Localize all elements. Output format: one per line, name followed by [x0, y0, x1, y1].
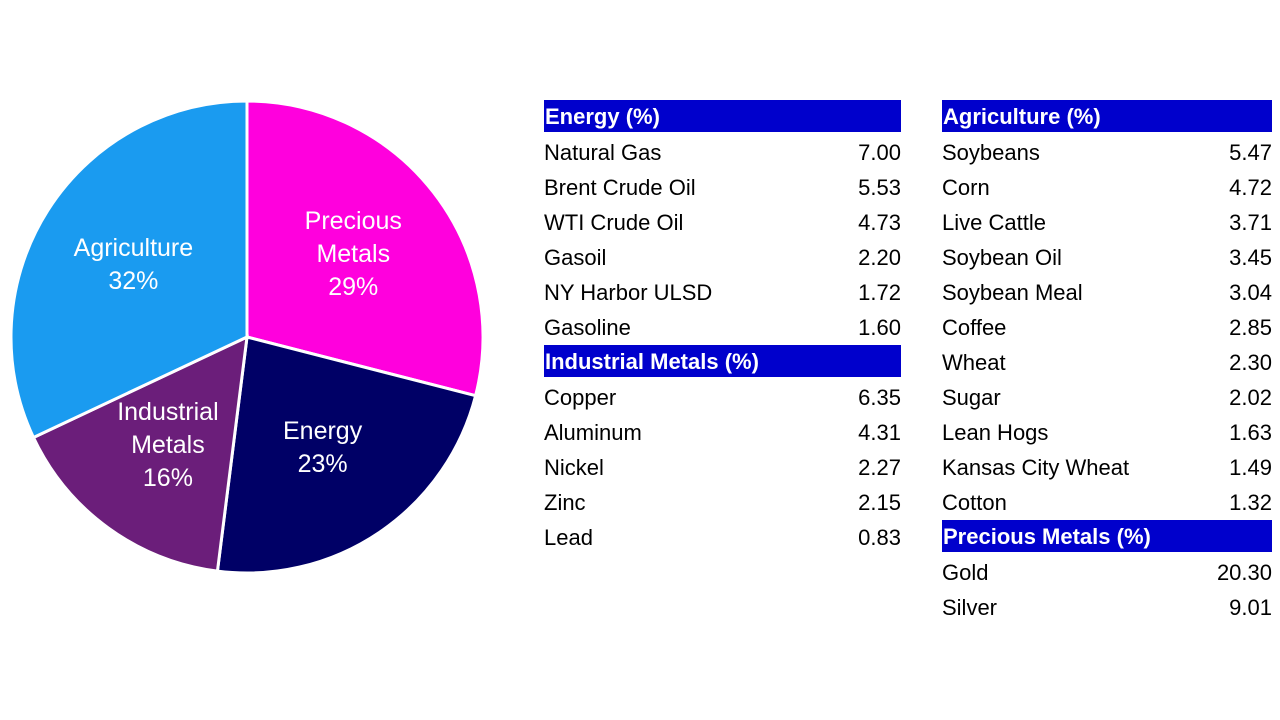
commodity-name: Sugar — [942, 385, 1001, 410]
commodity-name: Coffee — [942, 315, 1007, 340]
commodity-name: Natural Gas — [544, 140, 662, 165]
commodity-name: Live Cattle — [942, 210, 1046, 235]
table-column: Energy (%) Natural Gas 7.00 Brent Crude Oil… — [544, 100, 901, 555]
pie-slice — [9, 99, 249, 440]
category-label: Agriculture — [73, 233, 194, 262]
weight-value: 3.45 — [1229, 245, 1272, 270]
weight-value: 4.31 — [858, 420, 901, 445]
weight-value: 3.71 — [1229, 210, 1272, 235]
pie-chart — [9, 99, 485, 575]
table-row: NY Harbor ULSD 1.72 — [544, 275, 901, 310]
commodity-name: Gasoil — [544, 245, 607, 270]
commodity-name: Gold — [942, 560, 989, 585]
commodity-name: Zinc — [544, 490, 586, 515]
weight-value: 2.20 — [858, 245, 901, 270]
table-row: Soybeans 5.47 — [942, 135, 1272, 170]
weight-value: 5.53 — [858, 175, 901, 200]
weight-value: 2.15 — [858, 490, 901, 515]
commodity-name: Lead — [544, 525, 593, 550]
weight-value: 1.72 — [858, 280, 901, 305]
weight-value: 0.83 — [858, 525, 901, 550]
weight-value: 4.73 — [858, 210, 901, 235]
weight-value: 9.01 — [1229, 595, 1272, 620]
commodity-name: Silver — [942, 595, 998, 620]
commodity-name: Gasoline — [544, 315, 631, 340]
weight-value: 2.85 — [1229, 315, 1272, 340]
section-header: Agriculture (%) — [942, 100, 1272, 132]
weight-value: 6.35 — [858, 385, 901, 410]
category-label: Energy — [283, 417, 363, 446]
weight-value: 3.04 — [1229, 280, 1272, 305]
commodity-name: WTI Crude Oil — [544, 210, 684, 235]
table-row: Soybean Oil 3.45 — [942, 240, 1272, 275]
weight-value: 1.49 — [1229, 455, 1272, 480]
pie-slice — [215, 335, 478, 575]
value-label: 23% — [297, 450, 348, 479]
commodity-name: Brent Crude Oil — [544, 175, 696, 200]
table-row: Gold 20.30 — [942, 555, 1272, 590]
slice-label: Energy 23% — [248, 415, 398, 481]
table-row: Coffee 2.85 — [942, 310, 1272, 345]
table-row: Soybean Meal 3.04 — [942, 275, 1272, 310]
weight-value: 1.63 — [1229, 420, 1272, 445]
slice-label: Precious Metals 29% — [278, 205, 428, 304]
table-row: Gasoline 1.60 — [544, 310, 901, 345]
commodity-name: Nickel — [544, 455, 604, 480]
weight-value: 7.00 — [858, 140, 901, 165]
table-row: Cotton 1.32 — [942, 485, 1272, 520]
weight-value: 1.60 — [858, 315, 901, 340]
commodity-name: Kansas City Wheat — [942, 455, 1130, 480]
value-label: 32% — [108, 266, 159, 295]
table-row: Lean Hogs 1.63 — [942, 415, 1272, 450]
commodity-name: Soybeans — [942, 140, 1040, 165]
slice-label: Agriculture 32% — [58, 232, 208, 298]
table-row: Wheat 2.30 — [942, 345, 1272, 380]
value-label: 16% — [142, 464, 193, 493]
table-column: Agriculture (%) Soybeans 5.47 Corn 4.72 Live … — [942, 100, 1272, 625]
section-header: Industrial Metals (%) — [544, 345, 901, 377]
table-row: Copper 6.35 — [544, 380, 901, 415]
weight-value: 4.72 — [1229, 175, 1272, 200]
value-label: 29% — [328, 273, 379, 302]
category-label: Precious Metals — [304, 207, 402, 269]
commodity-name: Soybean Meal — [942, 280, 1083, 305]
table-row: Zinc 2.15 — [544, 485, 901, 520]
category-label: Industrial Metals — [117, 398, 219, 460]
commodity-name: Aluminum — [544, 420, 642, 445]
table-row: WTI Crude Oil 4.73 — [544, 205, 901, 240]
table-row: Aluminum 4.31 — [544, 415, 901, 450]
commodity-name: Copper — [544, 385, 617, 410]
commodity-name: NY Harbor ULSD — [544, 280, 713, 305]
table-row: Lead 0.83 — [544, 520, 901, 555]
weight-value: 2.02 — [1229, 385, 1272, 410]
table-row: Silver 9.01 — [942, 590, 1272, 625]
commodity-name: Corn — [942, 175, 990, 200]
table-row: Sugar 2.02 — [942, 380, 1272, 415]
pie-slice — [245, 99, 485, 398]
section-header: Energy (%) — [544, 100, 901, 132]
weight-value: 2.30 — [1229, 350, 1272, 375]
table-row: Kansas City Wheat 1.49 — [942, 450, 1272, 485]
pie-slice — [31, 334, 249, 573]
weight-value: 1.32 — [1229, 490, 1272, 515]
weight-value: 2.27 — [858, 455, 901, 480]
weight-value: 5.47 — [1229, 140, 1272, 165]
table-row: Nickel 2.27 — [544, 450, 901, 485]
weight-value: 20.30 — [1216, 560, 1272, 585]
section-header: Precious Metals (%) — [942, 520, 1272, 552]
table-row: Natural Gas 7.00 — [544, 135, 901, 170]
commodity-name: Cotton — [942, 490, 1007, 515]
table-row: Brent Crude Oil 5.53 — [544, 170, 901, 205]
table-row: Corn 4.72 — [942, 170, 1272, 205]
commodity-name: Lean Hogs — [942, 420, 1049, 445]
slice-label: Industrial Metals 16% — [93, 396, 243, 495]
table-row: Live Cattle 3.71 — [942, 205, 1272, 240]
commodity-name: Wheat — [942, 350, 1006, 375]
table-row: Gasoil 2.20 — [544, 240, 901, 275]
commodity-name: Soybean Oil — [942, 245, 1062, 270]
